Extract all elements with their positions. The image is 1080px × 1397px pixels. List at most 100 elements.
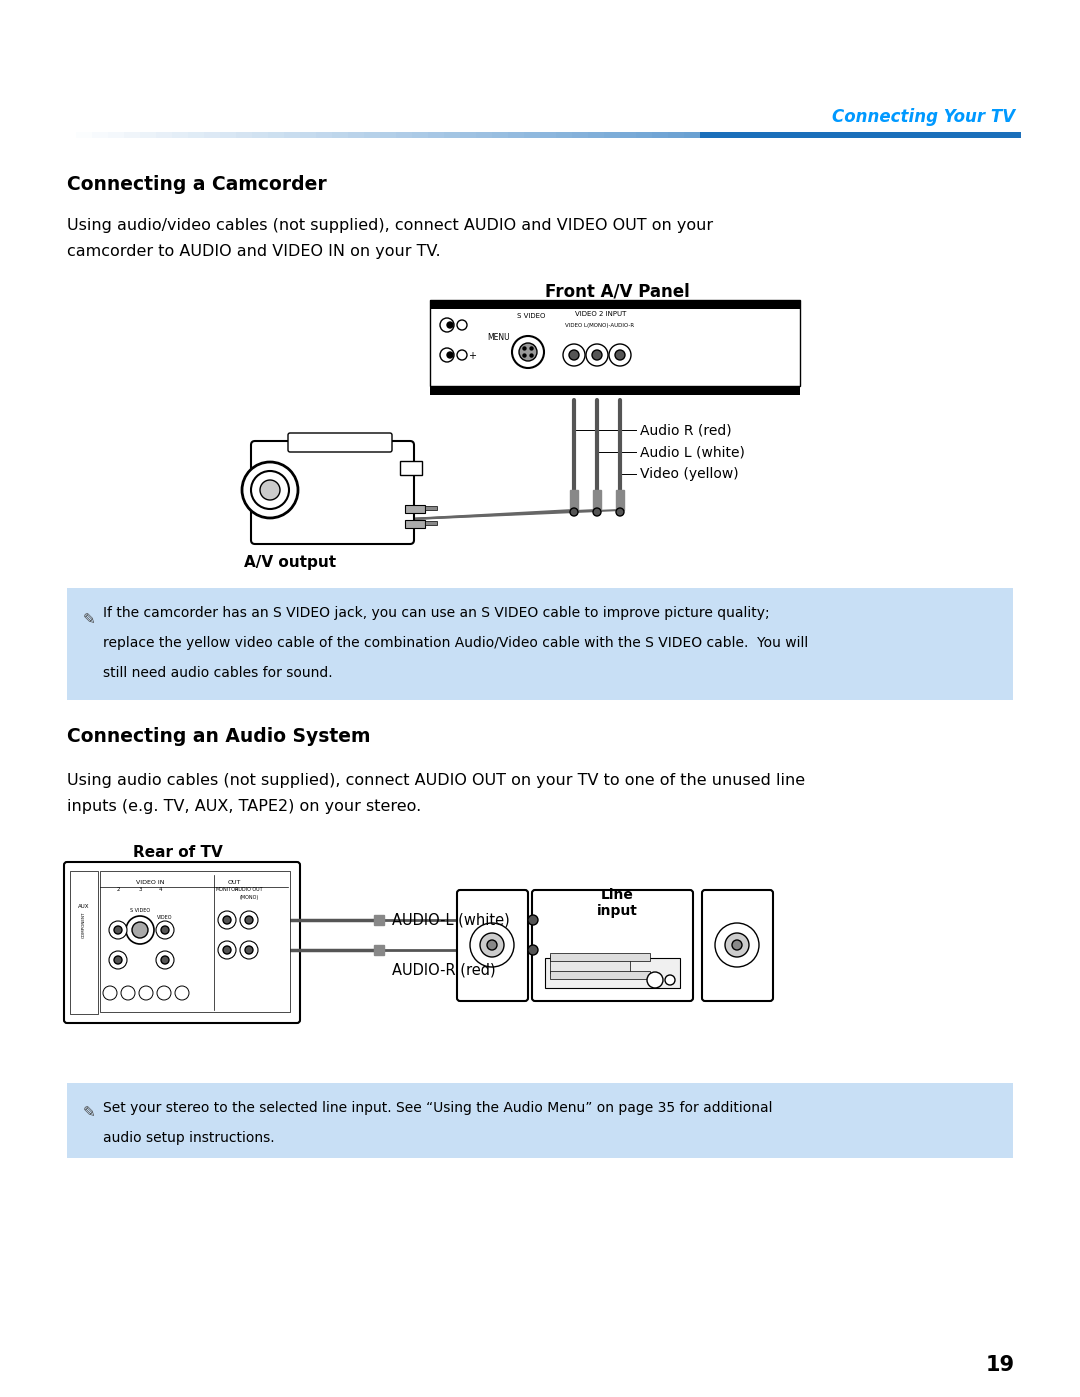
Circle shape bbox=[528, 915, 538, 925]
Text: COMPONENT: COMPONENT bbox=[82, 912, 86, 939]
Text: Connecting a Camcorder: Connecting a Camcorder bbox=[67, 175, 327, 194]
Circle shape bbox=[487, 940, 497, 950]
Circle shape bbox=[114, 926, 122, 935]
Text: Audio R (red): Audio R (red) bbox=[640, 423, 731, 437]
Text: MENU: MENU bbox=[487, 332, 510, 341]
Circle shape bbox=[245, 916, 253, 923]
Text: MONITOR: MONITOR bbox=[215, 887, 239, 893]
Bar bbox=[405, 504, 426, 513]
Circle shape bbox=[218, 942, 237, 958]
Bar bbox=[70, 870, 98, 1014]
Circle shape bbox=[523, 346, 526, 351]
Bar bbox=[60, 131, 77, 138]
Bar bbox=[108, 131, 125, 138]
Bar bbox=[556, 131, 573, 138]
Text: OUT: OUT bbox=[227, 880, 241, 886]
Text: Using audio/video cables (not supplied), connect AUDIO and VIDEO OUT on your: Using audio/video cables (not supplied),… bbox=[67, 218, 713, 233]
Bar bbox=[380, 131, 397, 138]
Circle shape bbox=[457, 351, 467, 360]
Bar bbox=[405, 520, 426, 528]
Circle shape bbox=[480, 933, 504, 957]
Circle shape bbox=[647, 972, 663, 988]
Text: A/V output: A/V output bbox=[244, 555, 336, 570]
Bar bbox=[460, 131, 477, 138]
Bar bbox=[396, 131, 413, 138]
Bar bbox=[843, 131, 861, 138]
Text: +: + bbox=[468, 351, 476, 360]
Text: 4: 4 bbox=[159, 887, 162, 893]
Bar bbox=[540, 131, 557, 138]
Circle shape bbox=[103, 986, 117, 1000]
Text: AUX: AUX bbox=[78, 904, 90, 909]
Circle shape bbox=[447, 352, 453, 358]
Bar bbox=[732, 131, 750, 138]
Bar bbox=[76, 131, 93, 138]
Text: Front A/V Panel: Front A/V Panel bbox=[544, 282, 689, 300]
Bar bbox=[700, 131, 717, 138]
Circle shape bbox=[732, 940, 742, 950]
Circle shape bbox=[260, 481, 280, 500]
Bar bbox=[604, 131, 621, 138]
Circle shape bbox=[512, 337, 544, 367]
Bar bbox=[892, 131, 909, 138]
Circle shape bbox=[519, 344, 537, 360]
Bar bbox=[140, 131, 157, 138]
Circle shape bbox=[457, 320, 467, 330]
Circle shape bbox=[109, 921, 127, 939]
FancyBboxPatch shape bbox=[288, 433, 392, 453]
Circle shape bbox=[592, 351, 602, 360]
FancyBboxPatch shape bbox=[702, 890, 773, 1002]
Circle shape bbox=[570, 509, 578, 515]
Text: Using audio cables (not supplied), connect AUDIO OUT on your TV to one of the un: Using audio cables (not supplied), conne… bbox=[67, 773, 805, 788]
Bar bbox=[220, 131, 237, 138]
Text: If the camcorder has an S VIDEO jack, you can use an S VIDEO cable to improve pi: If the camcorder has an S VIDEO jack, yo… bbox=[103, 606, 770, 620]
Bar bbox=[1004, 131, 1021, 138]
Circle shape bbox=[222, 946, 231, 954]
Circle shape bbox=[615, 351, 625, 360]
FancyBboxPatch shape bbox=[457, 890, 528, 1002]
Circle shape bbox=[175, 986, 189, 1000]
Text: VIDEO IN: VIDEO IN bbox=[136, 880, 164, 886]
Bar bbox=[492, 131, 509, 138]
Circle shape bbox=[121, 986, 135, 1000]
Circle shape bbox=[240, 911, 258, 929]
Bar bbox=[374, 944, 384, 956]
Circle shape bbox=[593, 509, 600, 515]
Circle shape bbox=[665, 975, 675, 985]
Bar bbox=[780, 131, 797, 138]
Bar bbox=[430, 300, 800, 309]
Circle shape bbox=[218, 911, 237, 929]
Text: AUDIO-R (red): AUDIO-R (red) bbox=[392, 963, 496, 978]
Bar bbox=[124, 131, 141, 138]
Bar bbox=[300, 131, 318, 138]
Bar bbox=[572, 131, 589, 138]
Bar bbox=[100, 870, 291, 1011]
FancyBboxPatch shape bbox=[251, 441, 414, 543]
Text: 3: 3 bbox=[138, 887, 141, 893]
Bar bbox=[860, 131, 877, 138]
Bar bbox=[876, 131, 893, 138]
Circle shape bbox=[161, 926, 168, 935]
Circle shape bbox=[139, 986, 153, 1000]
Circle shape bbox=[725, 933, 750, 957]
Bar bbox=[716, 131, 733, 138]
Bar bbox=[669, 131, 685, 138]
Bar bbox=[508, 131, 525, 138]
Bar bbox=[956, 131, 973, 138]
Text: 2: 2 bbox=[117, 887, 120, 893]
Bar bbox=[67, 588, 1013, 700]
Bar bbox=[156, 131, 173, 138]
Circle shape bbox=[470, 923, 514, 967]
Bar bbox=[268, 131, 285, 138]
Text: Connecting Your TV: Connecting Your TV bbox=[832, 108, 1015, 126]
Circle shape bbox=[126, 916, 154, 944]
Text: Audio L (white): Audio L (white) bbox=[640, 446, 745, 460]
Text: Video (yellow): Video (yellow) bbox=[640, 467, 739, 481]
Circle shape bbox=[616, 509, 624, 515]
Bar bbox=[972, 131, 989, 138]
Bar bbox=[411, 131, 429, 138]
Circle shape bbox=[523, 353, 526, 358]
Bar bbox=[550, 956, 630, 972]
Circle shape bbox=[240, 942, 258, 958]
Bar bbox=[796, 131, 813, 138]
